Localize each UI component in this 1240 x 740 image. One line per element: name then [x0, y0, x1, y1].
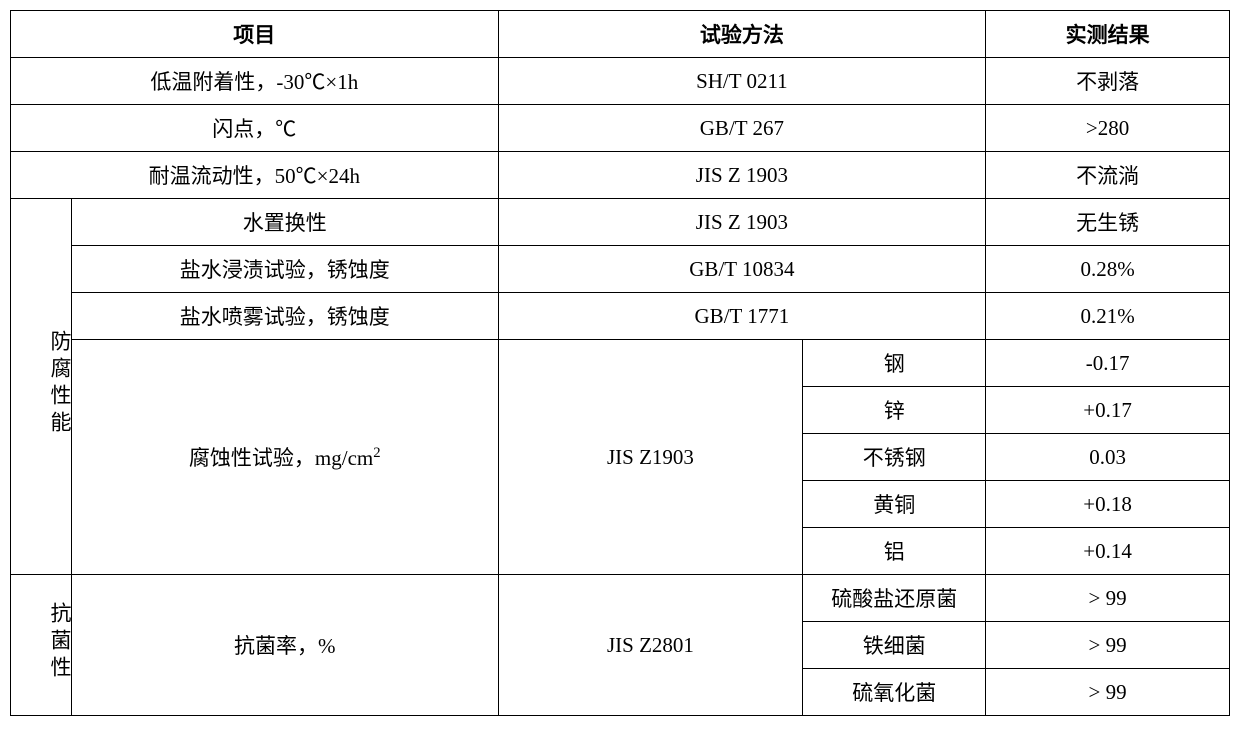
group-label-text: 防腐性能 — [15, 330, 75, 438]
group-label-antibacterial: 抗菌性 — [11, 575, 72, 716]
item-cell: 水置换性 — [71, 199, 498, 246]
result-cell: >280 — [986, 105, 1230, 152]
method-cell: JIS Z2801 — [498, 575, 803, 716]
table-row: 低温附着性，-30℃×1h SH/T 0211 不剥落 — [11, 58, 1230, 105]
table-row: 耐温流动性，50℃×24h JIS Z 1903 不流淌 — [11, 152, 1230, 199]
table-header-row: 项目 试验方法 实测结果 — [11, 11, 1230, 58]
item-cell: 抗菌率，% — [71, 575, 498, 716]
item-cell: 低温附着性，-30℃×1h — [11, 58, 499, 105]
item-cell: 盐水喷雾试验，锈蚀度 — [71, 293, 498, 340]
material-cell: 钢 — [803, 340, 986, 387]
group-label-anticorrosion: 防腐性能 — [11, 199, 72, 575]
result-cell: +0.18 — [986, 481, 1230, 528]
header-method: 试验方法 — [498, 11, 986, 58]
item-cell-corrosion: 腐蚀性试验，mg/cm2 — [71, 340, 498, 575]
material-cell: 铝 — [803, 528, 986, 575]
method-cell: GB/T 10834 — [498, 246, 986, 293]
method-cell: JIS Z1903 — [498, 340, 803, 575]
header-item: 项目 — [11, 11, 499, 58]
method-cell: SH/T 0211 — [498, 58, 986, 105]
result-cell: > 99 — [986, 669, 1230, 716]
result-cell: > 99 — [986, 575, 1230, 622]
bacteria-cell: 铁细菌 — [803, 622, 986, 669]
result-cell: 不剥落 — [986, 58, 1230, 105]
result-cell: +0.17 — [986, 387, 1230, 434]
result-cell: 0.21% — [986, 293, 1230, 340]
header-result: 实测结果 — [986, 11, 1230, 58]
result-cell: -0.17 — [986, 340, 1230, 387]
item-cell: 闪点，℃ — [11, 105, 499, 152]
table-row: 盐水喷雾试验，锈蚀度 GB/T 1771 0.21% — [11, 293, 1230, 340]
table-row: 防腐性能 水置换性 JIS Z 1903 无生锈 — [11, 199, 1230, 246]
method-cell: GB/T 267 — [498, 105, 986, 152]
group-label-text: 抗菌性 — [15, 602, 75, 683]
result-cell: 0.03 — [986, 434, 1230, 481]
item-cell: 耐温流动性，50℃×24h — [11, 152, 499, 199]
method-cell: JIS Z 1903 — [498, 199, 986, 246]
spec-table: 项目 试验方法 实测结果 低温附着性，-30℃×1h SH/T 0211 不剥落… — [10, 10, 1230, 716]
result-cell: 0.28% — [986, 246, 1230, 293]
method-cell: GB/T 1771 — [498, 293, 986, 340]
result-cell: +0.14 — [986, 528, 1230, 575]
material-cell: 锌 — [803, 387, 986, 434]
bacteria-cell: 硫氧化菌 — [803, 669, 986, 716]
table-row: 闪点，℃ GB/T 267 >280 — [11, 105, 1230, 152]
result-cell: > 99 — [986, 622, 1230, 669]
method-cell: JIS Z 1903 — [498, 152, 986, 199]
material-cell: 不锈钢 — [803, 434, 986, 481]
bacteria-cell: 硫酸盐还原菌 — [803, 575, 986, 622]
material-cell: 黄铜 — [803, 481, 986, 528]
table-row: 抗菌性 抗菌率，% JIS Z2801 硫酸盐还原菌 > 99 — [11, 575, 1230, 622]
result-cell: 不流淌 — [986, 152, 1230, 199]
table-row: 腐蚀性试验，mg/cm2 JIS Z1903 钢 -0.17 — [11, 340, 1230, 387]
result-cell: 无生锈 — [986, 199, 1230, 246]
table-row: 盐水浸渍试验，锈蚀度 GB/T 10834 0.28% — [11, 246, 1230, 293]
item-cell: 盐水浸渍试验，锈蚀度 — [71, 246, 498, 293]
